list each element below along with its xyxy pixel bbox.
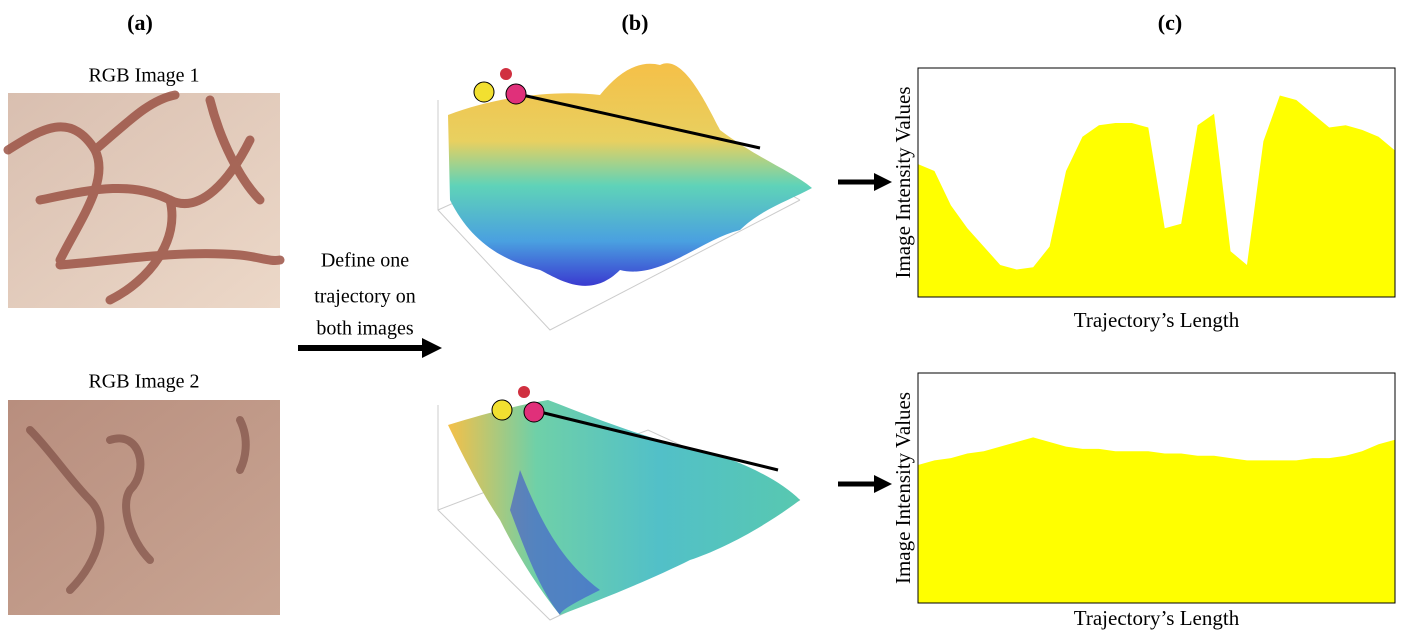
arrow xyxy=(838,173,892,493)
arrow-text: Define one xyxy=(321,250,409,272)
panel-label: (a) xyxy=(127,10,153,35)
panel-label: (c) xyxy=(1158,10,1182,35)
x-axis-label: Trajectory’s Length xyxy=(1074,606,1240,630)
arrow-text: trajectory on xyxy=(314,286,416,308)
rgb-image xyxy=(3,90,285,308)
arrow xyxy=(298,338,442,358)
y-axis-label: Image Intensity Values xyxy=(891,86,915,278)
area xyxy=(918,437,1395,603)
rgb-image xyxy=(8,400,280,615)
y-axis-label: Image Intensity Values xyxy=(891,392,915,584)
plot-frame xyxy=(917,372,1396,604)
x-axis-label: Trajectory’s Length xyxy=(1074,308,1240,332)
surface-plot xyxy=(437,63,812,331)
image-caption: RGB Image 1 xyxy=(88,65,199,87)
image-caption: RGB Image 2 xyxy=(88,371,199,393)
panel-label: (b) xyxy=(622,10,649,35)
charts: Trajectory’s Length Image Intensity Value… xyxy=(891,67,1396,630)
surface-plot xyxy=(437,386,801,621)
arrow-text: both images xyxy=(316,318,413,340)
plot-frame xyxy=(917,67,1396,298)
area xyxy=(918,95,1395,297)
